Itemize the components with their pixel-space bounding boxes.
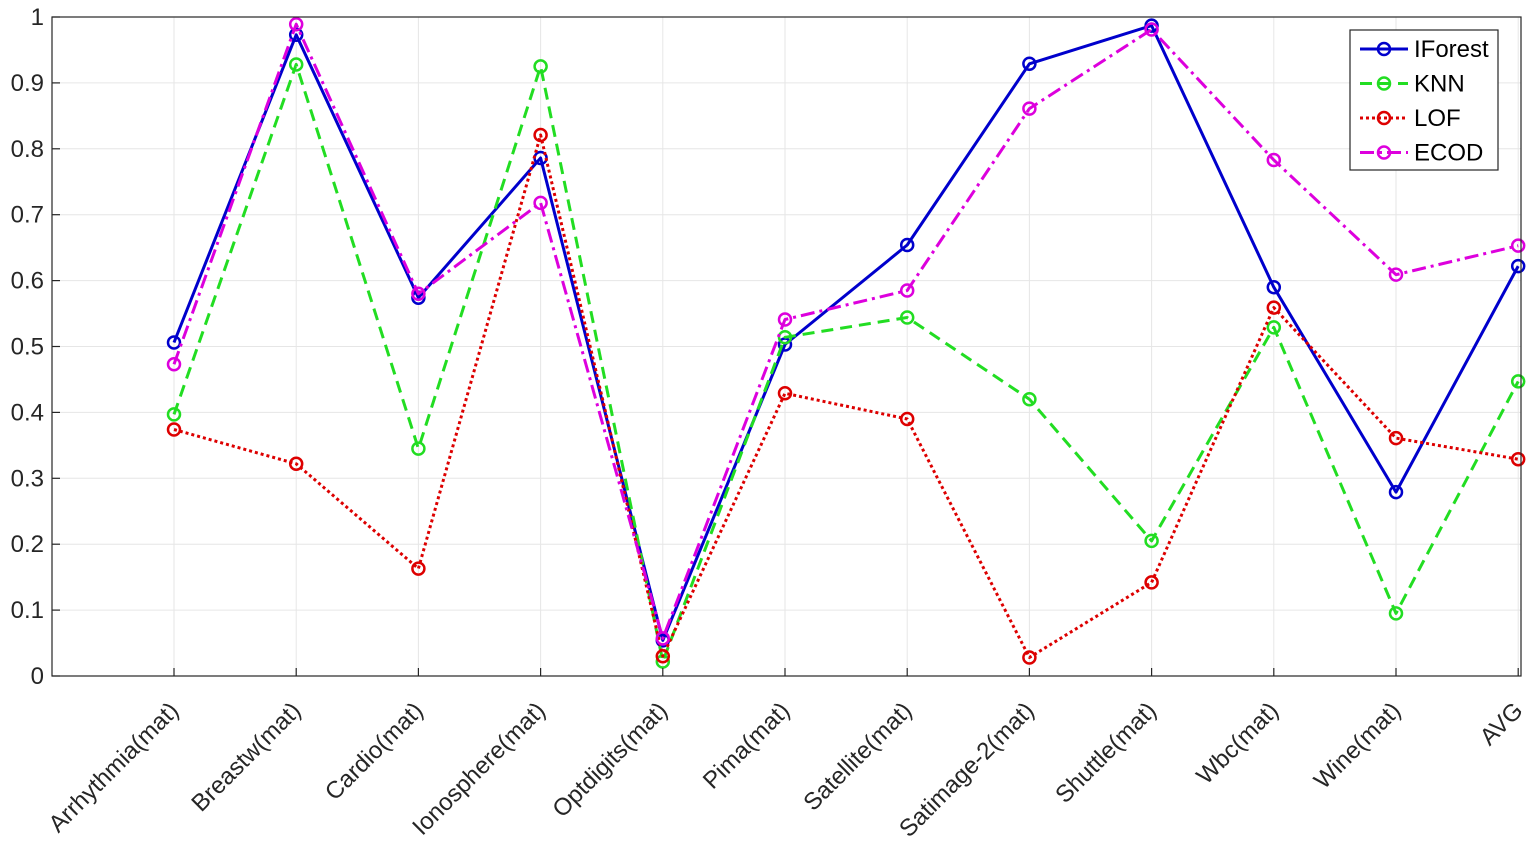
data-point-knn [288,57,304,72]
y-tick-label: 0.9 [11,70,44,97]
y-tick-label: 0 [31,663,44,690]
data-point-ecod [166,357,182,372]
data-point-knn [1510,374,1526,389]
y-tick-label: 0.8 [11,136,44,163]
data-point-ecod [1510,238,1526,253]
grid-lines [52,16,1521,677]
series-line-knn [172,62,1520,663]
data-point-ecod [1266,152,1282,168]
data-point-knn [533,59,548,74]
data-point-knn [1144,533,1159,549]
y-tick-label: 0.6 [11,268,44,295]
legend-label-knn: KNN [1414,71,1465,98]
data-point-ecod [777,312,793,327]
data-point-lof [1266,300,1282,315]
legend-label-iforest: IForest [1414,36,1489,63]
data-point-iforest [166,335,182,350]
data-point-lof [166,422,182,437]
data-point-ecod [411,286,426,302]
data-point-iforest [1022,56,1037,72]
data-point-iforest [1266,279,1282,295]
data-point-iforest [1510,258,1526,274]
legend: IForest KNN LOF ECOD [1349,29,1499,171]
data-point-iforest [777,337,793,352]
data-point-lof [899,411,915,427]
y-tick-label: 1 [31,4,44,31]
y-tick-label: 0.4 [11,399,44,426]
data-point-lof [1022,650,1037,665]
data-point-iforest [288,27,304,43]
legend-box [1349,29,1499,171]
series-layer [166,16,1526,669]
data-point-lof [411,561,426,576]
data-point-lof [533,127,548,143]
legend-marker-knn [1376,76,1392,91]
y-tick-label: 0.3 [11,465,44,492]
data-point-lof [655,648,671,664]
data-point-knn [1266,320,1282,335]
y-tick-label: 0.5 [11,334,44,361]
data-point-iforest [899,237,915,253]
data-point-knn [1388,606,1404,621]
data-point-lof [1510,451,1526,467]
data-point-ecod [655,631,671,646]
legend-marker-iforest [1376,41,1392,57]
series-line-ecod [172,22,1519,640]
series-line-iforest [172,24,1520,642]
legend-label-lof: LOF [1414,105,1461,132]
y-tick-label: 0.7 [11,202,44,229]
data-point-knn [899,310,915,325]
data-point-lof [777,386,793,401]
data-point-ecod [899,283,915,298]
data-point-knn [777,330,793,345]
data-point-knn [411,441,426,456]
data-point-lof [1388,430,1404,446]
data-point-ecod [1388,267,1404,282]
data-point-knn [1022,391,1037,407]
y-tick-label: 0.2 [11,531,44,558]
legend-label-ecod: ECOD [1414,140,1483,167]
data-point-ecod [1022,101,1037,116]
legend-marker-ecod [1376,145,1392,160]
data-point-ecod [1144,22,1159,37]
series-line-lof [173,133,1519,659]
y-tick-label: 0.1 [11,597,44,624]
data-point-ecod [288,16,304,32]
data-point-lof [1144,575,1159,590]
data-point-ecod [533,195,548,211]
data-point-iforest [1388,484,1404,500]
data-point-knn [166,407,182,422]
data-point-lof [288,456,304,472]
legend-marker-lof [1376,110,1392,126]
